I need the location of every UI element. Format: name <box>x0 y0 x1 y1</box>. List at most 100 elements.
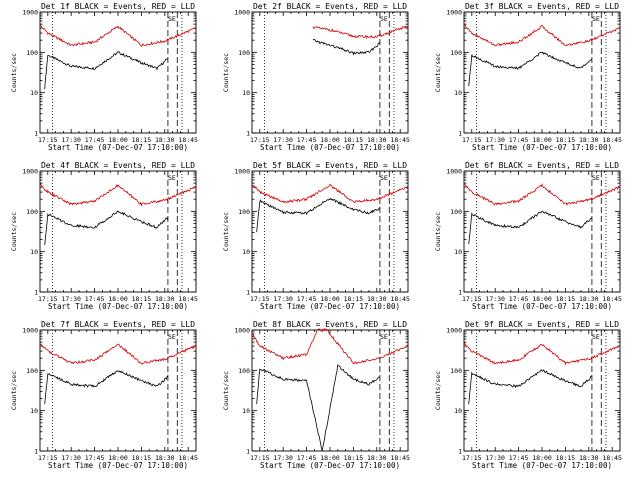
y-tick-label: 1000 <box>22 168 38 176</box>
panel-title: Det 4f BLACK = Events, RED = LLD <box>41 161 195 170</box>
x-tick-label: 17:30 <box>273 454 293 462</box>
x-tick-label: 18:00 <box>108 136 128 144</box>
panel-9: Det 9f BLACK = Events, RED = LLD 1 10 100 10… <box>434 320 622 470</box>
series-lld-line <box>463 24 621 47</box>
y-tick-label: 1000 <box>234 9 250 17</box>
x-tick-label: 17:45 <box>85 295 105 303</box>
y-tick-label: 100 <box>26 208 38 216</box>
x-axis-label: Start Time (07-Dec-07 17:10:00) <box>260 302 400 311</box>
y-tick-label: 1000 <box>234 327 250 335</box>
y-tick-label: 1 <box>34 130 38 138</box>
panel-title: Det 9f BLACK = Events, RED = LLD <box>465 320 619 329</box>
x-tick-label: 18:45 <box>390 454 410 462</box>
y-axis-label: Counts/sec <box>434 53 442 92</box>
y-tick-label: 100 <box>450 367 462 375</box>
y-tick-label: 1 <box>458 130 462 138</box>
y-tick-label: 100 <box>26 49 38 57</box>
marker-label: SE <box>168 333 176 341</box>
y-tick-label: 100 <box>26 367 38 375</box>
y-tick-label: 1 <box>34 289 38 297</box>
x-tick-label: 18:15 <box>132 136 152 144</box>
x-tick-label: 18:00 <box>532 136 552 144</box>
series-lld-line <box>251 183 409 204</box>
x-tick-label: 17:15 <box>38 136 58 144</box>
x-tick-label: 18:30 <box>579 295 599 303</box>
x-tick-label: 18:45 <box>178 454 198 462</box>
x-axis-label: Start Time (07-Dec-07 17:10:00) <box>48 461 188 470</box>
plot-frame <box>251 170 409 293</box>
x-tick-label: 18:00 <box>108 295 128 303</box>
y-tick-label: 100 <box>450 208 462 216</box>
x-tick-label: 17:30 <box>61 295 81 303</box>
x-tick-label: 17:15 <box>250 454 270 462</box>
x-tick-label: 17:45 <box>509 454 529 462</box>
series-events-line <box>468 210 593 245</box>
x-tick-label: 18:00 <box>532 454 552 462</box>
plot-frame <box>251 329 409 452</box>
x-tick-label: 18:15 <box>556 454 576 462</box>
y-tick-label: 100 <box>238 367 250 375</box>
x-tick-label: 18:15 <box>132 454 152 462</box>
panel-title: Det 2f BLACK = Events, RED = LLD <box>253 2 407 11</box>
panel-4: Det 4f BLACK = Events, RED = LLD 1 10 100 10… <box>10 161 198 311</box>
marker-label: SE <box>168 15 176 23</box>
y-tick-label: 100 <box>238 208 250 216</box>
y-tick-label: 10 <box>30 407 38 415</box>
y-axis-label: Counts/sec <box>434 212 442 251</box>
x-tick-label: 18:45 <box>178 295 198 303</box>
x-tick-label: 18:45 <box>602 136 622 144</box>
series-events-line <box>256 364 381 452</box>
series-events-line <box>468 368 593 405</box>
series-events-line <box>44 210 169 246</box>
plot-frame <box>251 11 409 134</box>
y-tick-label: 10 <box>242 248 250 256</box>
y-tick-label: 1 <box>246 289 250 297</box>
x-tick-label: 18:15 <box>344 295 364 303</box>
y-tick-label: 1 <box>246 448 250 456</box>
marker-label: SE <box>592 174 600 182</box>
x-tick-label: 17:15 <box>462 295 482 303</box>
x-tick-label: 18:00 <box>320 454 340 462</box>
y-axis-label: Counts/sec <box>222 212 230 251</box>
panel-3: Det 3f BLACK = Events, RED = LLD 1 10 100 10… <box>434 2 622 152</box>
x-tick-label: 17:15 <box>38 454 58 462</box>
series-events-line <box>468 51 592 87</box>
marker-label: SE <box>380 333 388 341</box>
y-tick-label: 10 <box>30 248 38 256</box>
panel-title: Det 6f BLACK = Events, RED = LLD <box>465 161 619 170</box>
x-tick-label: 17:45 <box>85 454 105 462</box>
x-tick-label: 17:15 <box>462 454 482 462</box>
series-events-line <box>256 197 381 233</box>
y-axis-label: Counts/sec <box>10 53 18 92</box>
x-tick-label: 18:00 <box>532 295 552 303</box>
marker-label: SE <box>592 333 600 341</box>
y-tick-label: 1 <box>34 448 38 456</box>
y-tick-label: 10 <box>454 407 462 415</box>
series-lld-line <box>39 24 197 47</box>
marker-label: SE <box>592 15 600 23</box>
panel-5: Det 5f BLACK = Events, RED = LLD 1 10 100 10… <box>222 161 410 311</box>
x-tick-label: 17:30 <box>485 454 505 462</box>
plot-frame <box>463 11 621 134</box>
panel-title: Det 5f BLACK = Events, RED = LLD <box>253 161 407 170</box>
y-tick-label: 1 <box>246 130 250 138</box>
panel-7: Det 7f BLACK = Events, RED = LLD 1 10 100 10… <box>10 320 198 470</box>
x-tick-label: 18:30 <box>367 454 387 462</box>
x-tick-label: 17:45 <box>297 454 317 462</box>
x-tick-label: 18:45 <box>390 295 410 303</box>
y-tick-label: 100 <box>450 49 462 57</box>
series-events-line <box>44 370 168 405</box>
x-axis-label: Start Time (07-Dec-07 17:10:00) <box>472 302 612 311</box>
x-axis-label: Start Time (07-Dec-07 17:10:00) <box>260 461 400 470</box>
panel-title: Det 7f BLACK = Events, RED = LLD <box>41 320 195 329</box>
x-tick-label: 17:30 <box>273 136 293 144</box>
x-tick-label: 17:45 <box>509 136 529 144</box>
x-tick-label: 18:15 <box>344 136 364 144</box>
x-tick-label: 17:30 <box>61 454 81 462</box>
plot-frame <box>463 329 621 452</box>
x-tick-label: 18:30 <box>155 136 175 144</box>
y-tick-label: 10 <box>454 248 462 256</box>
x-tick-label: 18:30 <box>579 454 599 462</box>
x-tick-label: 17:30 <box>273 295 293 303</box>
